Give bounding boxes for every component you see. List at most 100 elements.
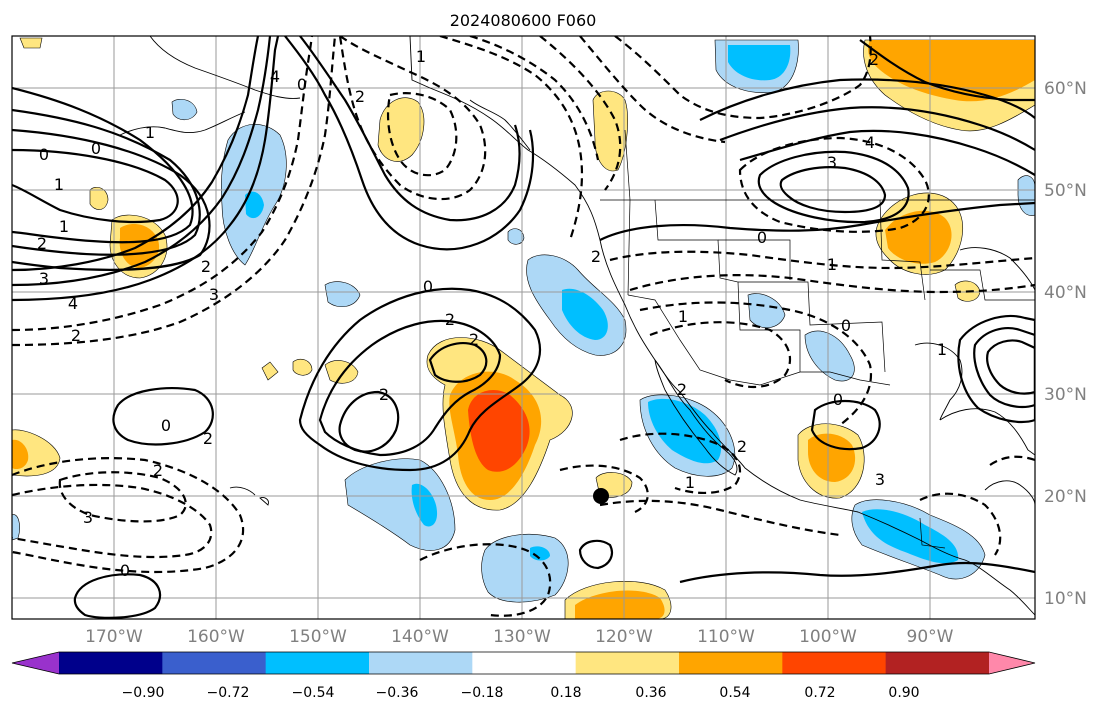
negative-anomaly-region [507, 228, 525, 245]
negative-anomaly-region [245, 191, 264, 219]
negative-anomaly-region [728, 45, 791, 81]
negative-anomaly-region [344, 458, 456, 551]
contour-label: 0 [161, 416, 171, 435]
contour-label: 2 [201, 257, 211, 276]
positive-anomaly-region [377, 97, 425, 162]
contour-label: 2 [355, 87, 365, 106]
lat-tick-label: 40°N [1044, 283, 1087, 303]
colorbar-segment [575, 652, 680, 674]
negative-anomaly-region [804, 330, 855, 382]
map-area [12, 36, 1035, 619]
negative-anomaly-region [648, 398, 722, 464]
colorbar-segment [885, 652, 990, 674]
positive-anomaly-region [885, 210, 952, 264]
latitude-tick-labels: 60°N 50°N 40°N 30°N 20°N 10°N [1044, 79, 1087, 609]
lon-tick-label: 150°W [289, 627, 347, 647]
coastlines [119, 36, 1035, 616]
contour-label: 1 [937, 340, 947, 359]
positive-anomaly-region [12, 439, 29, 470]
colorbar-outline [11, 651, 1036, 675]
negative-anomaly-region [171, 99, 198, 121]
lon-tick-label: 100°W [799, 627, 857, 647]
contour-label: 2 [737, 437, 747, 456]
positive-anomaly-region [468, 390, 530, 472]
colorbar-tick-label: 0.54 [719, 685, 750, 701]
colorbar-segment [59, 652, 163, 674]
contour-label: 0 [120, 561, 130, 580]
contour-label: 2 [469, 330, 479, 349]
negative-anomaly-region [481, 533, 569, 603]
contour-label: 0 [841, 316, 851, 335]
colorbar-segment [472, 652, 577, 674]
contour-label: 0 [91, 139, 101, 158]
contour-label: 0 [757, 228, 767, 247]
lat-tick-label: 50°N [1044, 181, 1087, 201]
map-frame [11, 35, 1036, 620]
contour-label: 3 [827, 153, 837, 172]
positive-anomaly-region [89, 187, 109, 210]
negative-anomaly-region [324, 281, 361, 308]
colorbar [11, 651, 1036, 675]
colorbar-extend-max [989, 652, 1035, 674]
contour-label: 2 [379, 385, 389, 404]
positive-anomaly-region [19, 37, 43, 49]
negative-anomaly-region [411, 483, 438, 527]
colorbar-tick-label: −0.54 [292, 685, 335, 701]
lon-tick-label: 110°W [697, 627, 755, 647]
colorbar-tick-label: −0.18 [461, 685, 504, 701]
colorbar-tick-label: 0.90 [888, 685, 919, 701]
colorbar-segment [265, 652, 370, 674]
lat-tick-label: 20°N [1044, 487, 1087, 507]
lon-tick-label: 140°W [391, 627, 449, 647]
contour-label: 0 [39, 145, 49, 164]
contour-label: 3 [875, 470, 885, 489]
lon-tick-label: 130°W [493, 627, 551, 647]
contour-label: 1 [54, 175, 64, 194]
negative-anomaly-region [530, 546, 550, 561]
colorbar-tick-label: −0.36 [376, 685, 419, 701]
contour-label: 3 [209, 285, 219, 304]
colorbar-tick-label: 0.18 [550, 685, 581, 701]
contour-label: 2 [71, 326, 81, 345]
contour-label: 4 [68, 294, 78, 313]
point-marker-dot [593, 488, 609, 504]
colorbar-tick-label: −0.90 [122, 685, 165, 701]
map-title: 2024080600 F060 [450, 11, 597, 30]
contour-label: 2 [869, 50, 879, 69]
colorbar-extend-min [12, 652, 59, 674]
colorbar-segment [782, 652, 887, 674]
contour-label: 2 [445, 310, 455, 329]
contour-label: 3 [39, 269, 49, 288]
contour-label: 2 [677, 380, 687, 399]
contour-label: 2 [203, 429, 213, 448]
lat-tick-label: 60°N [1044, 79, 1087, 99]
colorbar-segment [369, 652, 473, 674]
longitude-tick-labels: 170°W 160°W 150°W 140°W 130°W 120°W 110°… [85, 627, 954, 647]
colorbar-tick-label: 0.36 [635, 685, 666, 701]
contour-label: 1 [416, 47, 426, 66]
contour-label: 2 [153, 461, 163, 480]
contour-label: 2 [591, 247, 601, 266]
lat-tick-label: 30°N [1044, 385, 1087, 405]
negative-anomaly-region [862, 509, 959, 564]
contour-label: 1 [685, 473, 695, 492]
political-borders [600, 129, 1035, 549]
negative-anomaly-region [562, 288, 608, 340]
positive-anomaly-region [808, 433, 856, 482]
lon-tick-label: 160°W [187, 627, 245, 647]
colorbar-tick-label: −0.72 [207, 685, 250, 701]
contour-label: 4 [270, 67, 280, 86]
contour-label: 4 [865, 133, 875, 152]
lon-tick-label: 170°W [85, 627, 143, 647]
contour-label: 1 [827, 255, 837, 274]
contour-label: 1 [145, 123, 155, 142]
contour-label: 1 [59, 217, 69, 236]
lon-tick-label: 120°W [595, 627, 653, 647]
contour-label: 3 [83, 508, 93, 527]
colorbar-segment [162, 652, 267, 674]
contour-label: 2 [37, 234, 47, 253]
positive-anomaly-region [868, 40, 1035, 102]
colorbar-segment [679, 652, 783, 674]
